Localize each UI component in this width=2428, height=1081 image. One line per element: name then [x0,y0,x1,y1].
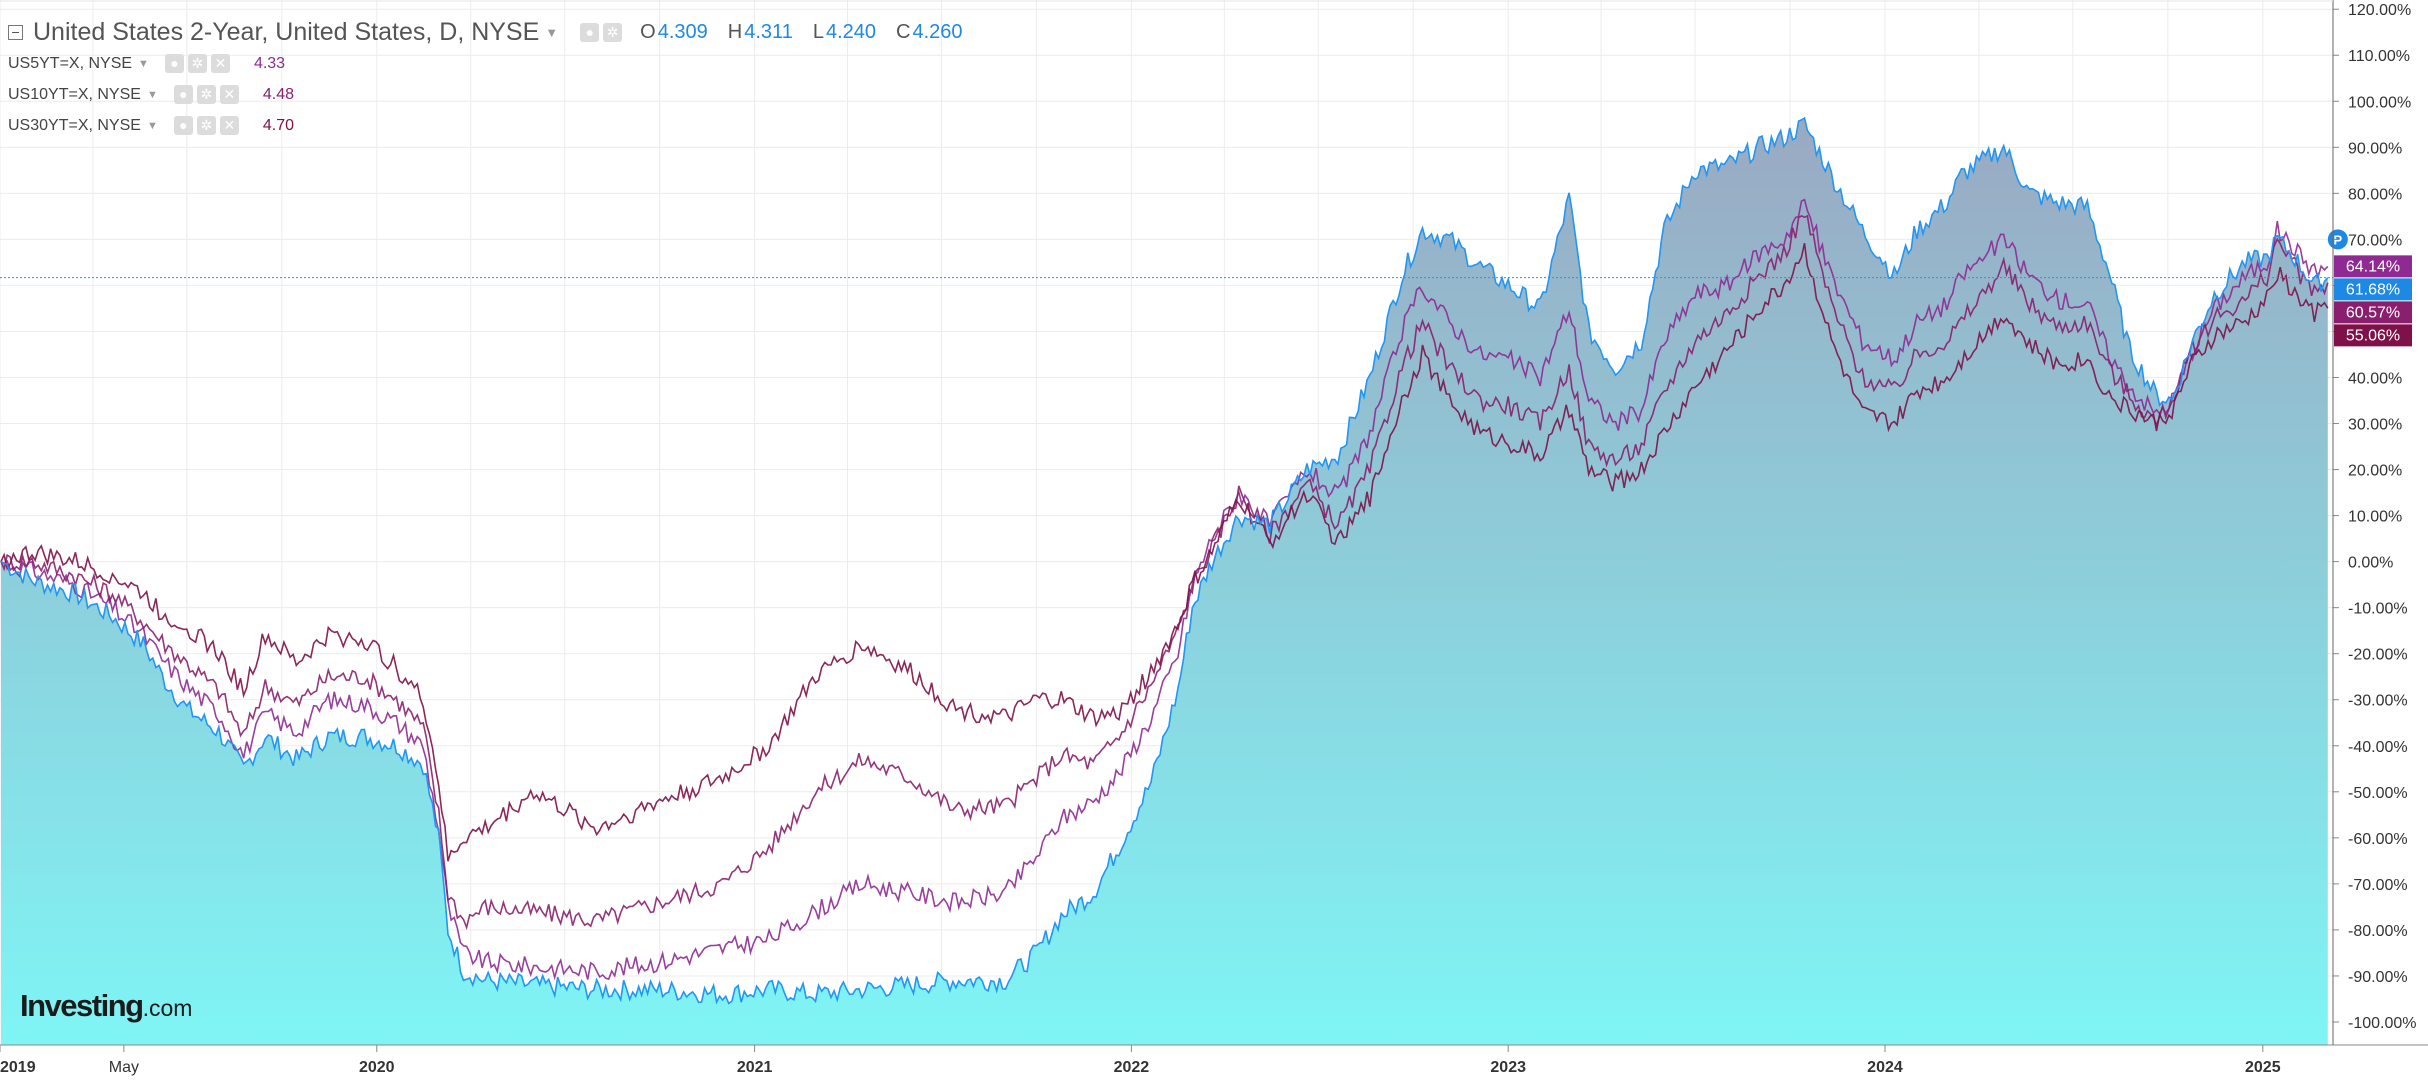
y-tick-label: -10.00% [2348,601,2408,618]
ohlc-high-value: 4.311 [744,20,793,43]
last-value-badge [2334,301,2412,324]
settings-gear-icon[interactable]: ✲ [196,85,216,104]
y-tick-label: -70.00% [2348,877,2408,894]
overlay-line-1 [0,198,2329,981]
y-tick-label: 70.00% [2348,232,2402,249]
overlay-legend-us10y: US10YT=X, NYSE ▼ ● ✲ ✕ 4.48 [8,79,963,110]
series-menu-chevron-icon[interactable]: ▼ [545,24,559,40]
x-tick-label: 2019 [0,1059,36,1076]
ohlc-open-key: O [640,20,656,43]
overlay-menu-chevron-icon[interactable]: ▼ [146,88,158,101]
remove-close-icon[interactable]: ✕ [219,116,239,135]
visibility-eye-icon[interactable]: ● [173,116,193,135]
x-tick-label: 2022 [1114,1059,1150,1076]
x-tick-label: 2020 [359,1059,395,1076]
x-tick-label: 2024 [1867,1059,1903,1076]
ohlc-low-value: 4.240 [825,20,877,43]
y-tick-label: 20.00% [2348,463,2402,480]
last-value-badge [2334,255,2412,278]
main-series-legend: United States 2-Year, United States, D, … [8,16,963,48]
y-tick-label: 30.00% [2348,417,2402,434]
y-tick-label: 120.00% [2348,2,2411,19]
y-tick-label: -20.00% [2348,647,2408,664]
investing-logo: Investing.com [20,988,192,1024]
last-value-label: 55.06% [2346,327,2400,344]
overlay-value: 4.33 [253,54,286,72]
overlay-legend-us30y: US30YT=X, NYSE ▼ ● ✲ ✕ 4.70 [8,110,963,141]
logo-brand: Investing [20,988,144,1023]
y-tick-label: 110.00% [2348,48,2410,65]
visibility-eye-icon[interactable]: ● [164,54,184,73]
y-tick-label: 10.00% [2348,509,2402,526]
overlay-name: US30YT=X, NYSE [8,116,141,134]
overlay-line-3 [0,243,2329,862]
ohlc-low-key: L [812,20,824,43]
remove-close-icon[interactable]: ✕ [210,54,230,73]
chart-legend: United States 2-Year, United States, D, … [8,16,963,141]
y-tick-label: 100.00% [2348,94,2411,111]
overlay-name: US10YT=X, NYSE [8,85,141,103]
us2y-area [1,118,2328,1045]
logo-suffix: .com [142,995,193,1021]
settings-gear-icon[interactable]: ✲ [196,116,216,135]
y-tick-label: -90.00% [2348,969,2408,986]
settings-gear-icon[interactable]: ✲ [603,22,623,42]
x-tick-label: 2025 [2245,1059,2281,1076]
overlay-menu-chevron-icon[interactable]: ▼ [146,119,158,132]
y-tick-label: -30.00% [2348,693,2408,710]
visibility-eye-icon[interactable]: ● [580,22,600,42]
x-tick-label: 2021 [737,1059,773,1076]
overlay-value: 4.48 [262,85,294,103]
y-tick-label: 90.00% [2348,140,2402,157]
last-value-label: 60.57% [2346,304,2400,321]
overlay-legend-us5y: US5YT=X, NYSE ▼ ● ✲ ✕ 4.33 [8,48,963,79]
y-tick-label: -50.00% [2348,785,2408,802]
y-tick-label: -60.00% [2348,831,2408,848]
last-value-badge [2334,324,2412,347]
overlay-menu-chevron-icon[interactable]: ▼ [138,57,149,70]
overlay-line-2 [0,214,2329,931]
ohlc-close-value: 4.260 [912,20,963,43]
x-tick-label: May [109,1059,139,1076]
y-tick-label: 40.00% [2348,370,2402,387]
y-tick-label: 80.00% [2348,186,2402,203]
collapse-legend-button[interactable] [8,24,23,40]
ohlc-close-key: C [896,20,911,43]
overlay-name: US5YT=X, NYSE [8,54,133,72]
overlay-value: 4.70 [262,116,294,134]
y-tick-label: -80.00% [2348,923,2408,940]
settings-gear-icon[interactable]: ✲ [187,54,207,73]
remove-close-icon[interactable]: ✕ [219,85,239,104]
main-series-title: United States 2-Year, United States, D, … [33,17,540,46]
us2y-line [0,116,2329,1005]
last-value-badge [2334,278,2412,301]
y-tick-label: -40.00% [2348,739,2408,756]
ohlc-high-key: H [727,20,743,43]
y-tick-label: 0.00% [2348,555,2393,572]
x-tick-label: 2023 [1490,1059,1526,1076]
last-value-label: 61.68% [2346,281,2400,298]
visibility-eye-icon[interactable]: ● [173,85,193,104]
ohlc-open-value: 4.309 [657,20,708,43]
y-tick-label: -100.00% [2348,1015,2417,1032]
last-value-label: 64.14% [2346,258,2400,275]
